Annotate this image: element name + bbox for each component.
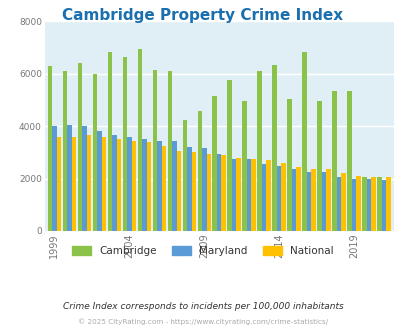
- Bar: [386, 177, 390, 231]
- Bar: [161, 146, 166, 231]
- Bar: [216, 154, 221, 231]
- Bar: [101, 137, 106, 231]
- Bar: [221, 155, 226, 231]
- Bar: [62, 71, 67, 231]
- Bar: [302, 51, 306, 231]
- Bar: [187, 147, 191, 231]
- Bar: [127, 137, 131, 231]
- Text: Crime Index corresponds to incidents per 100,000 inhabitants: Crime Index corresponds to incidents per…: [62, 302, 343, 311]
- Bar: [82, 126, 86, 231]
- Bar: [202, 148, 206, 231]
- Bar: [206, 154, 211, 231]
- Bar: [122, 57, 127, 231]
- Bar: [191, 152, 196, 231]
- Bar: [71, 137, 76, 231]
- Text: © 2025 CityRating.com - https://www.cityrating.com/crime-statistics/: © 2025 CityRating.com - https://www.city…: [78, 318, 327, 325]
- Bar: [112, 135, 116, 231]
- Bar: [142, 139, 146, 231]
- Bar: [152, 70, 157, 231]
- Bar: [257, 71, 261, 231]
- Bar: [317, 101, 321, 231]
- Bar: [336, 177, 341, 231]
- Bar: [272, 65, 276, 231]
- Bar: [306, 172, 311, 231]
- Bar: [332, 91, 336, 231]
- Bar: [242, 101, 246, 231]
- Bar: [231, 159, 236, 231]
- Bar: [176, 151, 181, 231]
- Bar: [146, 142, 151, 231]
- Bar: [366, 179, 371, 231]
- Bar: [157, 141, 161, 231]
- Bar: [351, 179, 356, 231]
- Bar: [341, 173, 345, 231]
- Bar: [137, 49, 142, 231]
- Bar: [172, 141, 176, 231]
- Bar: [371, 177, 375, 231]
- Bar: [347, 91, 351, 231]
- Bar: [376, 177, 381, 231]
- Bar: [281, 163, 285, 231]
- Bar: [131, 141, 136, 231]
- Bar: [361, 177, 366, 231]
- Legend: Cambridge, Maryland, National: Cambridge, Maryland, National: [68, 242, 337, 260]
- Bar: [251, 159, 255, 231]
- Bar: [321, 172, 326, 231]
- Bar: [261, 164, 266, 231]
- Bar: [52, 126, 57, 231]
- Bar: [246, 159, 251, 231]
- Bar: [291, 169, 296, 231]
- Bar: [227, 81, 231, 231]
- Bar: [212, 96, 216, 231]
- Bar: [77, 63, 82, 231]
- Bar: [47, 66, 52, 231]
- Bar: [197, 111, 202, 231]
- Bar: [236, 158, 241, 231]
- Bar: [86, 135, 91, 231]
- Bar: [356, 176, 360, 231]
- Bar: [107, 51, 112, 231]
- Bar: [266, 160, 270, 231]
- Bar: [381, 180, 386, 231]
- Bar: [67, 125, 71, 231]
- Bar: [92, 74, 97, 231]
- Bar: [287, 99, 291, 231]
- Text: Cambridge Property Crime Index: Cambridge Property Crime Index: [62, 8, 343, 23]
- Bar: [326, 169, 330, 231]
- Bar: [57, 137, 61, 231]
- Bar: [116, 139, 121, 231]
- Bar: [276, 166, 281, 231]
- Bar: [167, 71, 172, 231]
- Bar: [182, 120, 187, 231]
- Bar: [296, 167, 300, 231]
- Bar: [311, 169, 315, 231]
- Bar: [97, 131, 101, 231]
